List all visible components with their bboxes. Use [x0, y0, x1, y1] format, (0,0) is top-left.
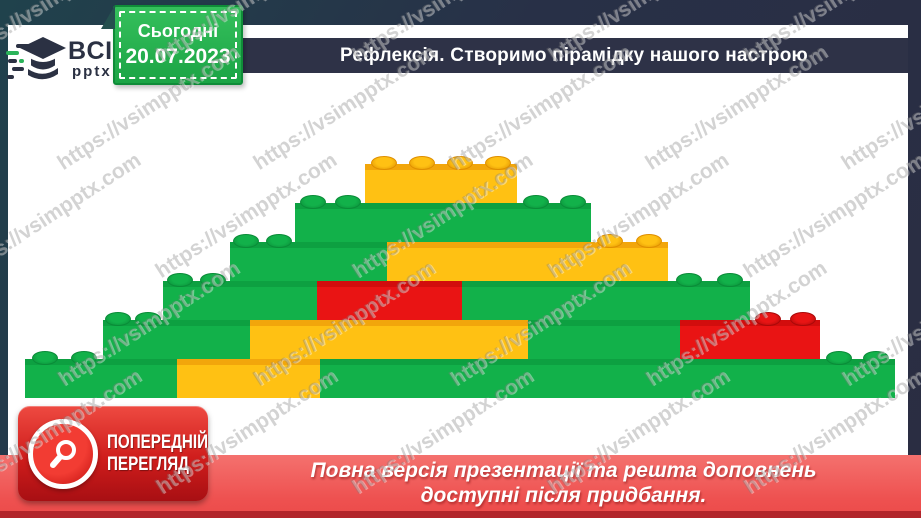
- lego-stud-green: [200, 273, 227, 287]
- purchase-banner: Повна версія презентації та решта доповн…: [0, 455, 921, 518]
- preview-line2: ПЕРЕГЛЯД: [107, 453, 189, 475]
- lego-stud-yellow: [447, 156, 473, 170]
- date-badge-label: Сьогодні: [137, 21, 219, 41]
- date-badge: Сьогодні 20.07.2023: [101, 5, 243, 85]
- lego-stud-green: [31, 351, 58, 365]
- lego-stud-yellow: [371, 156, 397, 170]
- lego-stud-yellow: [485, 156, 511, 170]
- lego-brick-green: [295, 203, 591, 242]
- graduation-cap-icon: [6, 37, 66, 80]
- lego-stud-green: [299, 195, 326, 209]
- lego-brick-yellow: [177, 359, 320, 398]
- lego-brick-green: [103, 320, 250, 359]
- magnifier-icon: [50, 439, 76, 468]
- magnifier-circle: [28, 418, 98, 489]
- lego-stud-yellow: [597, 234, 624, 248]
- preview-line1: ПОПЕРЕДНІЙ: [107, 431, 209, 453]
- lego-stud-red: [789, 312, 816, 326]
- lego-stud-green: [825, 351, 852, 365]
- preview-button-label: ПОПЕРЕДНІЙ ПЕРЕГЛЯД: [107, 432, 208, 476]
- lego-brick-red: [317, 281, 462, 320]
- date-badge-inner: Сьогодні 20.07.2023: [119, 11, 237, 79]
- lego-stud-green: [105, 312, 131, 326]
- lego-stud-green: [522, 195, 549, 209]
- lego-brick-yellow: [250, 320, 528, 359]
- lego-brick-green: [528, 320, 680, 359]
- lego-brick-yellow: [365, 164, 517, 203]
- purchase-banner-strip: [0, 511, 921, 518]
- lego-stud-green: [265, 234, 292, 248]
- lego-brick-green: [320, 359, 895, 398]
- lego-stud-green: [559, 195, 586, 209]
- preview-button[interactable]: ПОПЕРЕДНІЙ ПЕРЕГЛЯД: [18, 406, 208, 501]
- lego-brick-green: [25, 359, 177, 398]
- brand-subname: pptx: [72, 63, 112, 80]
- lego-brick-green: [163, 281, 317, 320]
- lego-stud-green: [675, 273, 702, 287]
- purchase-banner-text: Повна версія презентації та решта доповн…: [212, 458, 915, 508]
- lego-brick-green: [230, 242, 387, 281]
- lego-stud-green: [166, 273, 193, 287]
- lego-stud-green: [233, 234, 260, 248]
- slide-title-banner: Рефлексія. Створимо пірамідку нашого нас…: [240, 38, 908, 73]
- lego-brick-red: [680, 320, 820, 359]
- slide-title: Рефлексія. Створимо пірамідку нашого нас…: [340, 44, 808, 66]
- lego-brick-green: [462, 281, 750, 320]
- lego-stud-green: [70, 351, 97, 365]
- purchase-line1: Повна версія презентації та решта доповн…: [310, 459, 817, 482]
- date-badge-date: 20.07.2023: [125, 45, 231, 68]
- lego-stud-yellow: [635, 234, 662, 248]
- lego-stud-green: [716, 273, 743, 287]
- lego-stud-green: [135, 312, 161, 326]
- purchase-line2: доступні після придбання.: [420, 484, 707, 507]
- lego-stud-green: [334, 195, 361, 209]
- lego-stud-yellow: [409, 156, 435, 170]
- lego-stud-red: [754, 312, 781, 326]
- lego-stud-green: [863, 351, 890, 365]
- lego-brick-yellow: [387, 242, 668, 281]
